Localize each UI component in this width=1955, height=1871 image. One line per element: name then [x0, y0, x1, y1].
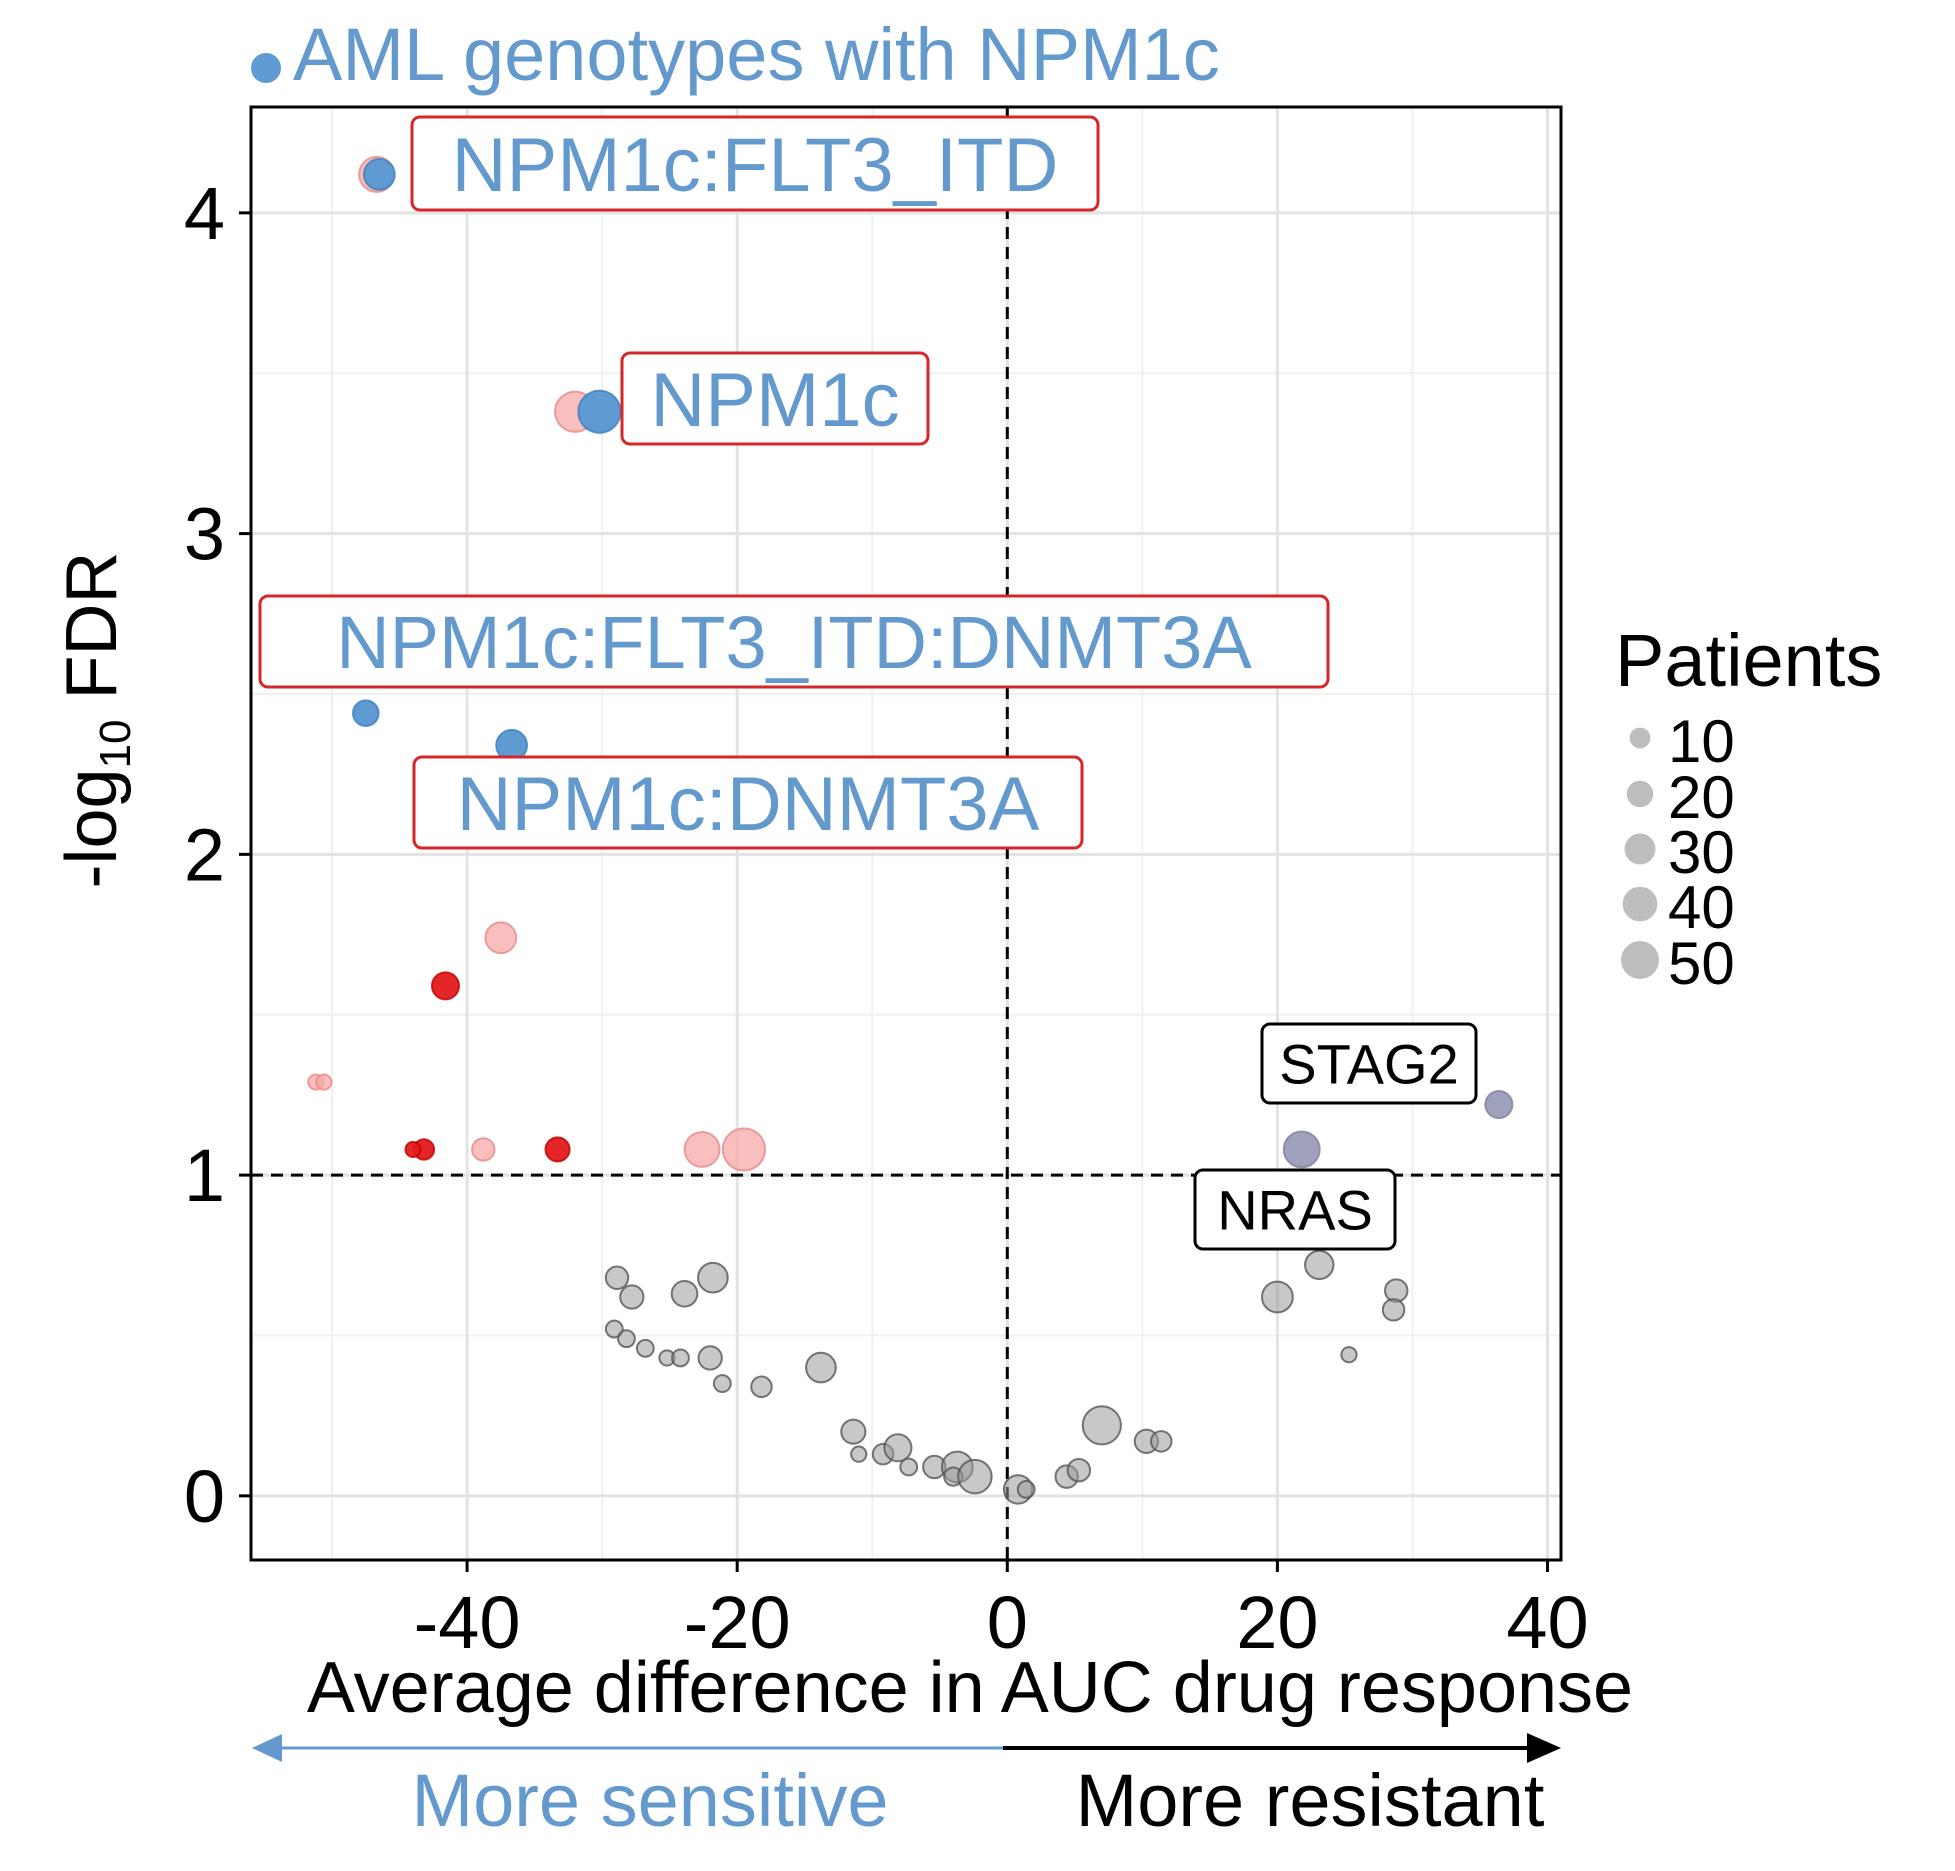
- data-point: [544, 1136, 571, 1163]
- data-point: [1484, 1089, 1514, 1120]
- point-label-text: NPM1c:DNMT3A: [457, 762, 1040, 847]
- data-point: [670, 1279, 699, 1308]
- data-point: [484, 921, 518, 955]
- point-label-box: [620, 351, 930, 446]
- chart-title: AML genotypes with NPM1c: [293, 13, 1220, 96]
- data-point: [351, 699, 380, 728]
- point-label-box: [410, 115, 1100, 212]
- direction-arrow: [252, 1733, 1561, 1763]
- data-point: [1282, 1130, 1321, 1169]
- data-point: [1340, 1346, 1358, 1364]
- y-tick-label: 3: [184, 493, 225, 576]
- sensitive-arrowhead: [252, 1734, 282, 1762]
- size-legend-swatch: [1624, 833, 1656, 865]
- data-point: [957, 1458, 993, 1495]
- data-point: [899, 1457, 919, 1477]
- point-label-box: [412, 755, 1084, 850]
- data-point: [617, 1329, 636, 1349]
- point-label-box: [1193, 1168, 1397, 1251]
- point-label-text: NPM1c: [650, 358, 899, 443]
- x-tick-label: -40: [414, 1581, 521, 1664]
- data-point: [697, 1345, 723, 1371]
- data-point: [840, 1418, 867, 1445]
- data-point: [619, 1284, 645, 1310]
- data-point: [683, 1130, 721, 1168]
- resistant-arrowhead: [1527, 1733, 1561, 1763]
- x-tick-label: 40: [1506, 1581, 1588, 1664]
- size-legend-label: 10: [1668, 708, 1735, 775]
- size-legend-title: Patients: [1615, 619, 1882, 702]
- y-tick-label: 2: [184, 813, 225, 896]
- x-tick-label: 0: [987, 1581, 1028, 1664]
- data-point: [1016, 1480, 1036, 1499]
- point-label-text: NPM1c:FLT3_ITD: [452, 123, 1059, 208]
- y-axis-title-suffix: FDR: [52, 552, 132, 720]
- size-legend-label: 20: [1668, 764, 1735, 831]
- point-annotations: NPM1c:FLT3_ITD NPM1c NPM1c:FLT3_ITD:DNMT3A…: [258, 115, 1478, 1251]
- data-point: [1304, 1249, 1335, 1281]
- y-axis-title-prefix: -log: [52, 768, 132, 888]
- point-label: NPM1c: [620, 351, 930, 446]
- data-point: [850, 1445, 868, 1463]
- more-sensitive-label: More sensitive: [411, 1759, 888, 1842]
- y-tick-label: 1: [184, 1134, 225, 1217]
- x-axis-title: Average difference in AUC drug response: [307, 1648, 1633, 1728]
- point-label-text: NRAS: [1217, 1179, 1373, 1242]
- point-label: STAG2: [1260, 1022, 1478, 1105]
- data-point: [635, 1338, 655, 1358]
- size-legend-swatch: [1626, 780, 1654, 808]
- data-point: [712, 1374, 732, 1394]
- point-label-text: STAG2: [1279, 1033, 1458, 1096]
- data-point: [315, 1073, 333, 1091]
- y-tick-label: 0: [184, 1455, 225, 1538]
- x-tick-label: -20: [684, 1581, 791, 1664]
- point-label: NPM1c:FLT3_ITD:DNMT3A: [258, 594, 1330, 689]
- size-legend-swatch: [1629, 727, 1651, 749]
- point-label-box: [258, 594, 1330, 689]
- y-axis-title: -log10 FDR: [52, 552, 140, 889]
- data-point: [805, 1351, 837, 1384]
- data-point: [671, 1348, 690, 1368]
- data-point: [362, 157, 396, 191]
- size-legend-swatch: [1621, 941, 1659, 979]
- plot-panel-border: [249, 105, 1563, 1562]
- data-points: [307, 155, 1514, 1505]
- data-point: [1066, 1457, 1092, 1483]
- data-point: [430, 971, 461, 1001]
- data-point: [697, 1261, 729, 1294]
- point-label: NPM1c:DNMT3A: [412, 755, 1084, 850]
- more-resistant-label: More resistant: [1076, 1759, 1545, 1842]
- data-point: [471, 1137, 496, 1162]
- y-axis-title-subscript: 10: [91, 719, 140, 768]
- data-point: [604, 1265, 630, 1290]
- axis-ticks: -40 -20 0 20 40 0 1 2 3 4: [184, 172, 1589, 1664]
- data-point: [404, 1140, 422, 1159]
- x-tick-label: 20: [1236, 1581, 1318, 1664]
- data-point: [1081, 1405, 1122, 1446]
- size-legend-label: 30: [1668, 819, 1735, 886]
- data-point: [1381, 1298, 1406, 1322]
- size-legend-swatch: [1622, 886, 1658, 922]
- series-legend-dot: [251, 53, 281, 83]
- point-label-text: NPM1c:FLT3_ITD:DNMT3A: [336, 601, 1252, 684]
- data-point: [721, 1127, 767, 1172]
- data-point: [750, 1375, 773, 1399]
- size-legend-label: 50: [1668, 930, 1735, 997]
- data-point: [604, 1319, 624, 1339]
- data-point: [577, 389, 622, 434]
- data-point: [1150, 1430, 1173, 1453]
- size-legend-label: 40: [1668, 874, 1735, 941]
- point-label: NRAS: [1193, 1168, 1397, 1251]
- data-point: [883, 1433, 913, 1463]
- y-tick-label: 4: [184, 172, 225, 255]
- point-label: NPM1c:FLT3_ITD: [410, 115, 1100, 212]
- point-label-box: [1260, 1022, 1478, 1105]
- data-point: [1260, 1280, 1294, 1314]
